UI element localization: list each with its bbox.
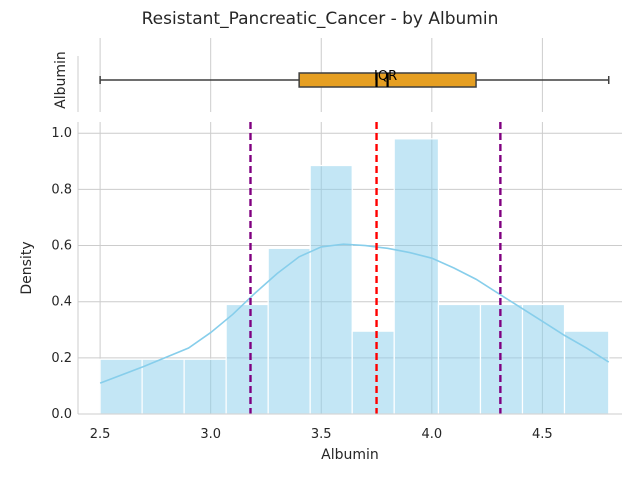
y-tick-label: 0.8: [51, 182, 72, 197]
x-tick-label: 3.5: [311, 427, 332, 442]
x-tick-label: 2.5: [90, 427, 111, 442]
x-axis-label: Albumin: [321, 447, 379, 463]
x-tick-label: 4.0: [421, 427, 442, 442]
x-tick-labels: 2.5 3.0 3.5 4.0 4.5: [90, 427, 553, 442]
y-axis-label: Density: [19, 241, 35, 294]
y-tick-labels: 0.0 0.2 0.4 0.6 0.8 1.0: [51, 126, 72, 422]
y-tick-label: 1.0: [51, 126, 72, 141]
histogram-bar: [521, 303, 566, 415]
histogram-bar: [437, 303, 482, 415]
histogram-bar: [141, 358, 185, 415]
histogram-bar: [563, 330, 610, 415]
histogram-bars: [99, 138, 610, 415]
boxplot-iqr-annotation: IQR: [374, 69, 397, 84]
histogram-bar: [225, 303, 269, 415]
histogram-panel: 2.5 3.0 3.5 4.0 4.5 0.0 0.2 0.4 0.6 0.8 1.0 Album…: [19, 122, 622, 463]
chart-title: Resistant_Pancreatic_Cancer - by Albumin: [142, 9, 499, 29]
histogram-bar: [183, 358, 227, 415]
y-tick-label: 0.4: [51, 295, 72, 310]
boxplot-y-axis-label: Albumin: [53, 51, 69, 109]
histogram-bar: [309, 164, 353, 415]
histogram-bar: [393, 138, 440, 415]
boxplot-panel: IQR Albumin: [53, 38, 610, 112]
histogram-bar: [351, 330, 395, 415]
x-tick-label: 3.0: [200, 427, 221, 442]
reference-lines: [249, 122, 502, 414]
x-tick-label: 4.5: [532, 427, 553, 442]
y-tick-label: 0.2: [51, 351, 72, 366]
histogram-bar: [99, 358, 143, 415]
y-tick-label: 0.6: [51, 239, 72, 254]
histogram-bar: [267, 247, 311, 415]
y-tick-label: 0.0: [51, 407, 72, 422]
